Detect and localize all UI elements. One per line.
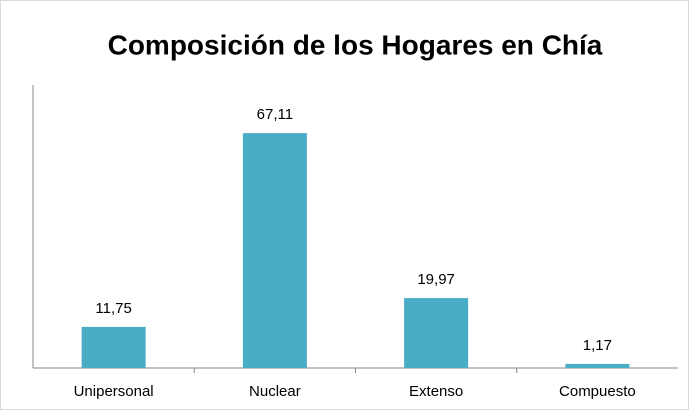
data-label: 1,17: [583, 337, 612, 354]
bar: [565, 363, 630, 368]
chart-title: Composición de los Hogares en Chía: [108, 29, 603, 60]
x-tick-label: Compuesto: [559, 383, 636, 400]
bar: [404, 298, 469, 368]
data-label: 19,97: [417, 271, 455, 288]
data-label: 11,75: [95, 300, 131, 317]
data-label: 67,11: [257, 106, 293, 123]
x-tick-label: Unipersonal: [74, 383, 154, 400]
x-tick-label: Nuclear: [249, 383, 301, 400]
bar: [81, 326, 146, 368]
bar: [242, 133, 307, 368]
x-tick-label: Extenso: [409, 383, 463, 400]
